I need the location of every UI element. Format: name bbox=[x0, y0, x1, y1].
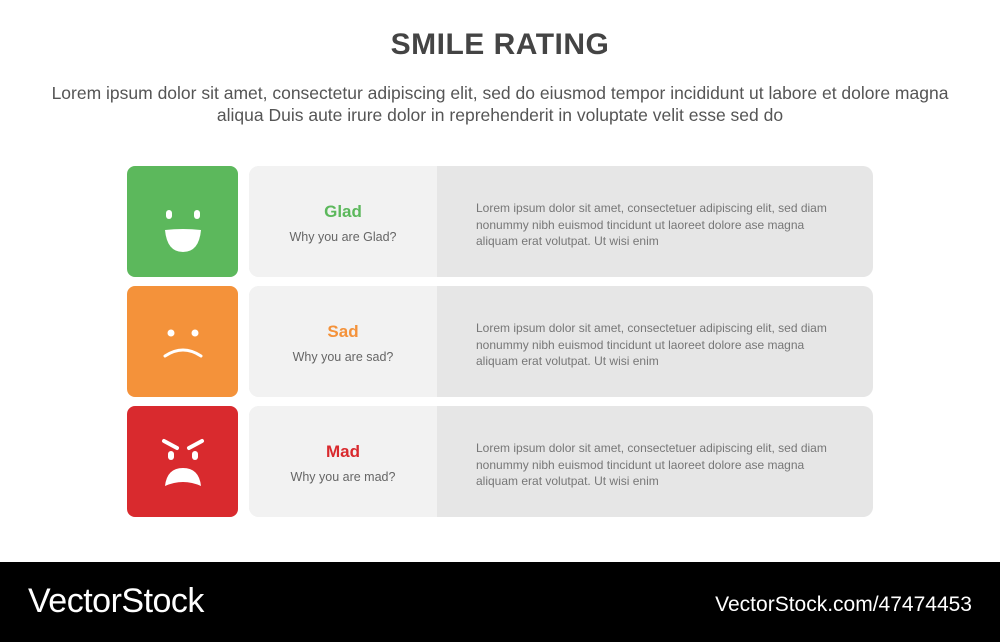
mad-card: Mad Why you are mad? Lorem ipsum dolor s… bbox=[249, 406, 873, 517]
mad-card-header: Mad Why you are mad? bbox=[249, 406, 437, 517]
mad-description: Lorem ipsum dolor sit amet, consectetuer… bbox=[476, 441, 827, 488]
mad-label: Mad bbox=[326, 442, 360, 461]
sad-card: Sad Why you are sad? Lorem ipsum dolor s… bbox=[249, 286, 873, 397]
rating-row-sad: Sad Why you are sad? Lorem ipsum dolor s… bbox=[127, 286, 873, 397]
glad-label: Glad bbox=[324, 202, 362, 221]
mad-question: Why you are mad? bbox=[290, 470, 396, 484]
sad-card-header: Sad Why you are sad? bbox=[249, 286, 437, 397]
watermark-footer: VectorStock VectorStock.com/47474453 bbox=[0, 562, 1000, 642]
rating-row-glad: Glad Why you are Glad? Lorem ipsum dolor… bbox=[127, 166, 873, 277]
sad-question: Why you are sad? bbox=[292, 350, 394, 364]
page-subtitle: Lorem ipsum dolor sit amet, consectetur … bbox=[51, 83, 949, 125]
glad-face-box bbox=[127, 166, 238, 277]
rating-list: Glad Why you are Glad? Lorem ipsum dolor… bbox=[127, 166, 873, 526]
glad-card: Glad Why you are Glad? Lorem ipsum dolor… bbox=[249, 166, 873, 277]
brand-logo: VectorStock bbox=[28, 582, 204, 620]
brand-url: VectorStock.com/47474453 bbox=[715, 593, 972, 616]
happy-face-icon bbox=[165, 210, 201, 252]
sad-label: Sad bbox=[327, 322, 359, 341]
page-title: SMILE RATING bbox=[390, 28, 610, 61]
glad-card-header: Glad Why you are Glad? bbox=[249, 166, 437, 277]
sad-face-box bbox=[127, 286, 238, 397]
mad-face-box bbox=[127, 406, 238, 517]
sad-description: Lorem ipsum dolor sit amet, consectetuer… bbox=[476, 321, 827, 368]
sad-face-icon bbox=[163, 329, 203, 358]
rating-row-mad: Mad Why you are mad? Lorem ipsum dolor s… bbox=[127, 406, 873, 517]
angry-face-icon bbox=[162, 439, 204, 486]
glad-question: Why you are Glad? bbox=[289, 230, 397, 244]
glad-description: Lorem ipsum dolor sit amet, consectetuer… bbox=[476, 201, 827, 248]
